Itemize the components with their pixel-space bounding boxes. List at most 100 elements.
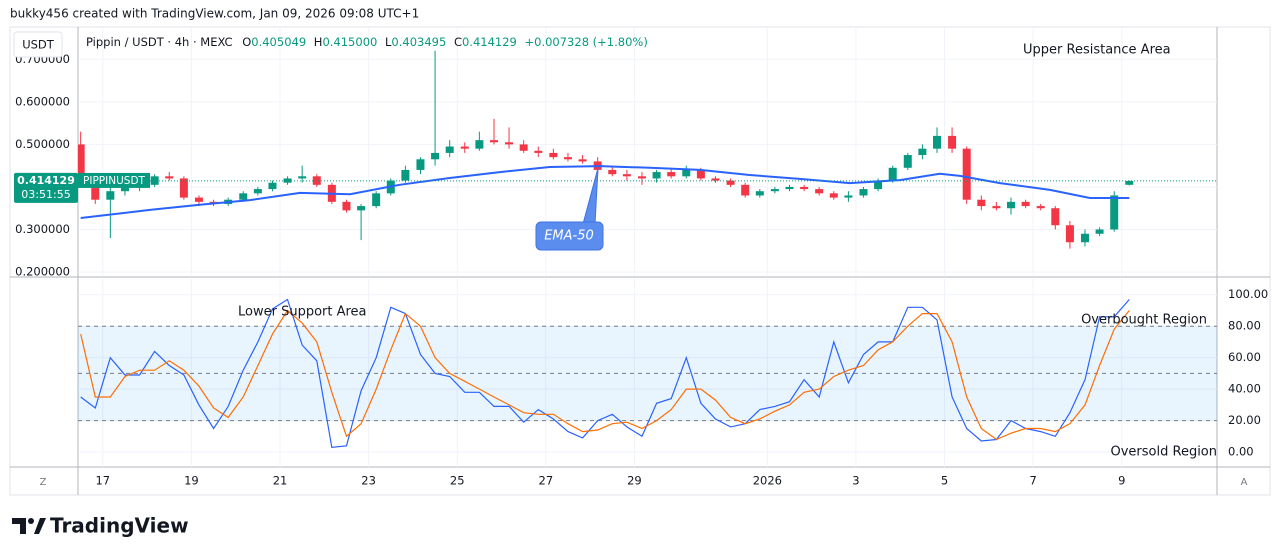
candle-body <box>962 148 971 200</box>
logo-dot <box>28 518 34 524</box>
currency-button[interactable] <box>13 31 63 58</box>
ohlc-value: 0.414129 <box>462 35 517 49</box>
candle-body <box>933 135 942 149</box>
symbol-badge <box>78 172 150 188</box>
x-tick-label: 29 <box>627 474 642 488</box>
x-tick-label: 23 <box>361 474 376 488</box>
candle-body <box>489 140 498 143</box>
oscillator-line <box>80 309 1130 441</box>
candle-body <box>1006 201 1015 209</box>
candle-body <box>948 135 957 149</box>
candle-body <box>165 176 174 179</box>
callout-label: EMA-50 <box>544 229 594 244</box>
ohlc-key: C <box>454 35 462 49</box>
candle-body <box>1065 225 1074 243</box>
candle-body <box>91 178 100 200</box>
candle-body <box>888 167 897 181</box>
candle-body <box>150 176 159 185</box>
candle-body <box>622 174 631 177</box>
y-tick-label: 0.200000 <box>15 265 70 279</box>
candle-body <box>416 159 425 170</box>
price-label: 0.414129 <box>17 174 75 187</box>
symbol: Pippin / USDT · 4h · MEXC <box>86 35 233 49</box>
brand-logo <box>12 518 46 534</box>
ema-line <box>80 165 1130 219</box>
ohlc-value: 0.405049 <box>251 35 306 49</box>
candle-body <box>1051 208 1060 226</box>
x-tick-label: 7 <box>1029 474 1036 488</box>
candle-body <box>239 193 248 200</box>
candle-body <box>770 189 779 192</box>
candle-body <box>298 176 307 179</box>
ohlc-value: 0.415000 <box>322 35 377 49</box>
y-tick-label: 100.00 <box>1228 287 1268 301</box>
currency-label[interactable]: USDT <box>22 38 55 52</box>
candle-body <box>431 152 440 160</box>
candle-body <box>874 180 883 190</box>
x-tick-label: 17 <box>95 474 110 488</box>
candle-body <box>1125 180 1134 185</box>
x-tick-label: 25 <box>450 474 465 488</box>
candle-body <box>342 201 351 211</box>
a-button[interactable] <box>1233 474 1255 490</box>
candle-body <box>667 172 676 177</box>
ohlc-key: L <box>385 35 392 49</box>
candle-body <box>268 182 277 190</box>
candle-body <box>1110 195 1119 230</box>
x-tick-label: 19 <box>184 474 199 488</box>
candle-body <box>918 148 927 156</box>
candle-body <box>608 169 617 175</box>
callout-box <box>535 221 604 251</box>
countdown: 03:51:55 <box>21 188 70 201</box>
y-tick-label: 0.00 <box>1228 445 1254 459</box>
annotation: Overbought Region <box>1081 313 1207 328</box>
candle-body <box>637 176 646 179</box>
candle-body <box>78 144 85 179</box>
candle-body <box>1036 206 1045 209</box>
candle-body <box>194 197 203 202</box>
price-label-box <box>14 172 78 203</box>
candle-body <box>1021 201 1030 207</box>
x-tick-label: 2026 <box>753 474 782 488</box>
x-tick-label: 3 <box>852 474 859 488</box>
y-tick-label: 0.600000 <box>15 94 70 108</box>
z-label[interactable]: Z <box>40 477 47 488</box>
candle-body <box>253 189 262 194</box>
candle-body <box>1080 233 1089 243</box>
y-tick-label: 60.00 <box>1228 350 1261 364</box>
candle-body <box>741 184 750 196</box>
candle-body <box>844 195 853 198</box>
a-label[interactable]: A <box>1241 477 1248 488</box>
candle-body <box>179 178 188 198</box>
candle-body <box>903 155 912 168</box>
candle-body <box>283 178 292 183</box>
oscillator-line <box>80 298 1130 448</box>
candle-body <box>460 146 469 149</box>
candle-body <box>401 169 410 181</box>
candle-body <box>563 157 572 160</box>
candle-body <box>106 191 115 200</box>
legend: Pippin / USDT · 4h · MEXC O0.405049 H0.4… <box>86 35 648 49</box>
candle-body <box>475 140 484 149</box>
price-pane <box>78 50 1217 249</box>
candle-body <box>519 144 528 151</box>
x-tick-label: 27 <box>539 474 554 488</box>
candle-body <box>992 206 1001 209</box>
candle-body <box>505 142 514 145</box>
candle-body <box>785 186 794 190</box>
candle-body <box>829 193 838 198</box>
candle-body <box>312 176 321 185</box>
candle-body <box>445 146 454 153</box>
y-tick-label: 0.500000 <box>15 137 70 151</box>
candle-body <box>549 152 558 158</box>
x-tick-label: 21 <box>273 474 288 488</box>
labels: 17 19 21 23 25 27 29 2026 3 5 7 90.7000000.6000000.… <box>14 43 1268 488</box>
candle-body <box>682 169 691 177</box>
y-tick-label: 20.00 <box>1228 413 1261 427</box>
z-button[interactable] <box>32 474 54 490</box>
y-tick-label: 0.300000 <box>15 222 70 236</box>
candle-body <box>1095 229 1104 234</box>
ohlc-key: O <box>242 35 251 49</box>
